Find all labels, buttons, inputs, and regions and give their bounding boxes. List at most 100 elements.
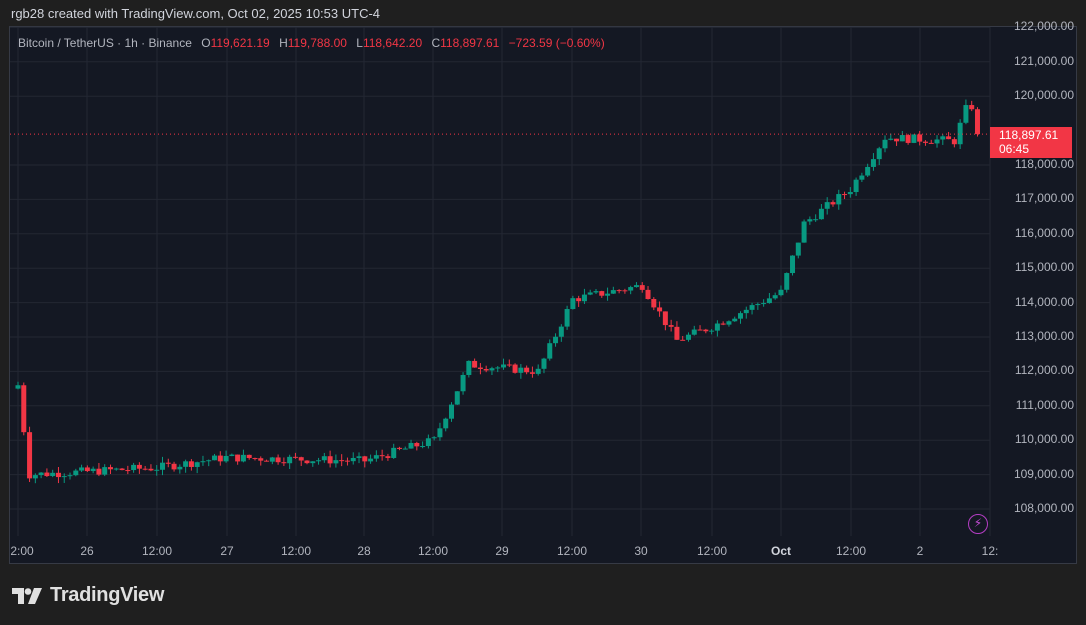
change-value: −723.59 (−0.60%) xyxy=(508,36,605,50)
time-tick: 2:00 xyxy=(10,544,34,558)
candle xyxy=(27,432,33,479)
candle xyxy=(749,305,755,310)
candle xyxy=(859,175,865,180)
candle xyxy=(362,456,368,462)
candle xyxy=(344,460,350,462)
candle xyxy=(726,321,732,325)
candle xyxy=(495,367,501,369)
candle xyxy=(761,303,767,305)
candle xyxy=(339,460,345,462)
candle xyxy=(264,460,270,462)
bar-countdown: 06:45 xyxy=(999,142,1030,156)
candle xyxy=(738,313,743,319)
candle xyxy=(368,458,374,462)
candle xyxy=(443,418,449,429)
symbol-label[interactable]: Bitcoin / TetherUS · 1h · Binance xyxy=(18,36,192,50)
candle xyxy=(922,141,928,143)
time-tick: 28 xyxy=(357,544,371,558)
candle xyxy=(969,105,975,110)
price-tick: 115,000.00 xyxy=(1014,260,1074,275)
price-tick: 113,000.00 xyxy=(1014,329,1074,343)
candle xyxy=(755,304,761,306)
time-tick: 12:00 xyxy=(417,544,449,558)
candle xyxy=(379,455,385,457)
candle xyxy=(506,364,512,366)
candle xyxy=(951,139,957,145)
candle xyxy=(778,289,784,296)
candle xyxy=(472,360,478,368)
close-value: 118,897.61 xyxy=(440,36,500,50)
candle xyxy=(136,464,142,469)
candle xyxy=(414,442,420,447)
candle xyxy=(142,468,148,470)
lightning-alert-icon[interactable]: ⚡ xyxy=(968,514,988,534)
price-tick: 122,000.00 xyxy=(1013,19,1074,34)
candle xyxy=(281,462,287,464)
candle xyxy=(512,364,518,373)
candle xyxy=(55,472,61,478)
candle xyxy=(593,291,599,293)
candle xyxy=(836,194,842,205)
candle xyxy=(90,468,96,472)
high-value: 119,788.00 xyxy=(287,36,347,50)
candle xyxy=(795,242,801,256)
candle xyxy=(633,285,639,288)
candle xyxy=(801,221,807,243)
candle xyxy=(720,323,726,325)
candle xyxy=(558,326,564,337)
candle xyxy=(657,307,663,312)
candle xyxy=(680,339,686,341)
candle xyxy=(697,329,703,331)
candle xyxy=(622,290,628,292)
candle xyxy=(807,219,813,222)
candle xyxy=(703,329,709,332)
price-tick: 120,000.00 xyxy=(1013,88,1074,103)
candle xyxy=(79,467,85,471)
candle xyxy=(298,457,304,461)
time-tick: 2 xyxy=(916,544,924,558)
candle xyxy=(107,467,113,470)
candle xyxy=(928,142,934,144)
candle xyxy=(974,109,980,135)
candle xyxy=(32,475,38,479)
candle xyxy=(547,343,553,359)
price-tick: 110,000.00 xyxy=(1014,432,1074,447)
candle xyxy=(327,456,333,464)
candle xyxy=(940,136,946,140)
candle xyxy=(391,447,397,458)
candle xyxy=(396,447,402,449)
candle xyxy=(420,446,426,448)
candle xyxy=(894,138,900,142)
candle xyxy=(96,468,102,475)
candle xyxy=(732,318,738,322)
time-tick: 12:00 xyxy=(556,544,588,558)
price-tick: 121,000.00 xyxy=(1013,53,1074,68)
price-tick: 118,000.00 xyxy=(1014,157,1074,171)
candle xyxy=(38,472,44,476)
candle xyxy=(587,292,593,295)
candle xyxy=(899,135,905,142)
price-tick: 109,000.00 xyxy=(1013,466,1074,481)
candle xyxy=(206,460,212,462)
candle xyxy=(628,287,634,291)
candle xyxy=(963,105,969,123)
candle xyxy=(125,470,131,472)
candle xyxy=(223,455,229,462)
candle xyxy=(316,460,322,462)
candle xyxy=(408,442,414,449)
candle xyxy=(581,294,587,302)
candle xyxy=(957,122,963,145)
candle xyxy=(292,456,298,458)
candle xyxy=(876,148,882,160)
time-tick: Oct xyxy=(770,544,792,558)
time-tick: 29 xyxy=(495,544,509,558)
candle xyxy=(772,295,778,299)
candle xyxy=(165,462,171,464)
candle xyxy=(870,159,876,167)
tradingview-logo: TradingView xyxy=(12,584,164,607)
candle xyxy=(287,456,293,464)
low-value: 118,642.20 xyxy=(362,36,423,50)
open-value: 119,621.19 xyxy=(210,36,270,50)
candle xyxy=(50,472,56,477)
